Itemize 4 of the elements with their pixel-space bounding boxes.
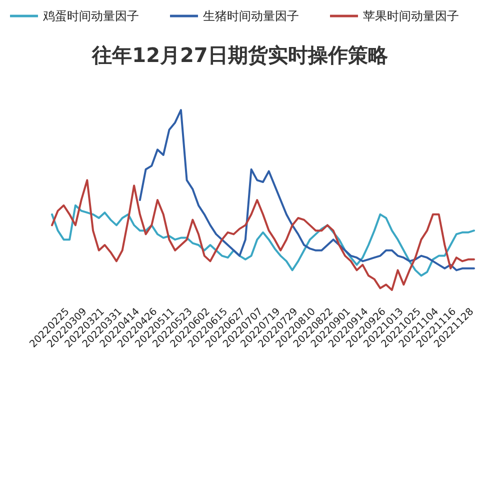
chart-title: 往年12月27日期货实时操作策略 bbox=[91, 43, 389, 67]
legend-label: 生猪时间动量因子 bbox=[203, 9, 299, 23]
legend-label: 苹果时间动量因子 bbox=[363, 9, 459, 23]
legend-label: 鸡蛋时间动量因子 bbox=[42, 9, 139, 23]
